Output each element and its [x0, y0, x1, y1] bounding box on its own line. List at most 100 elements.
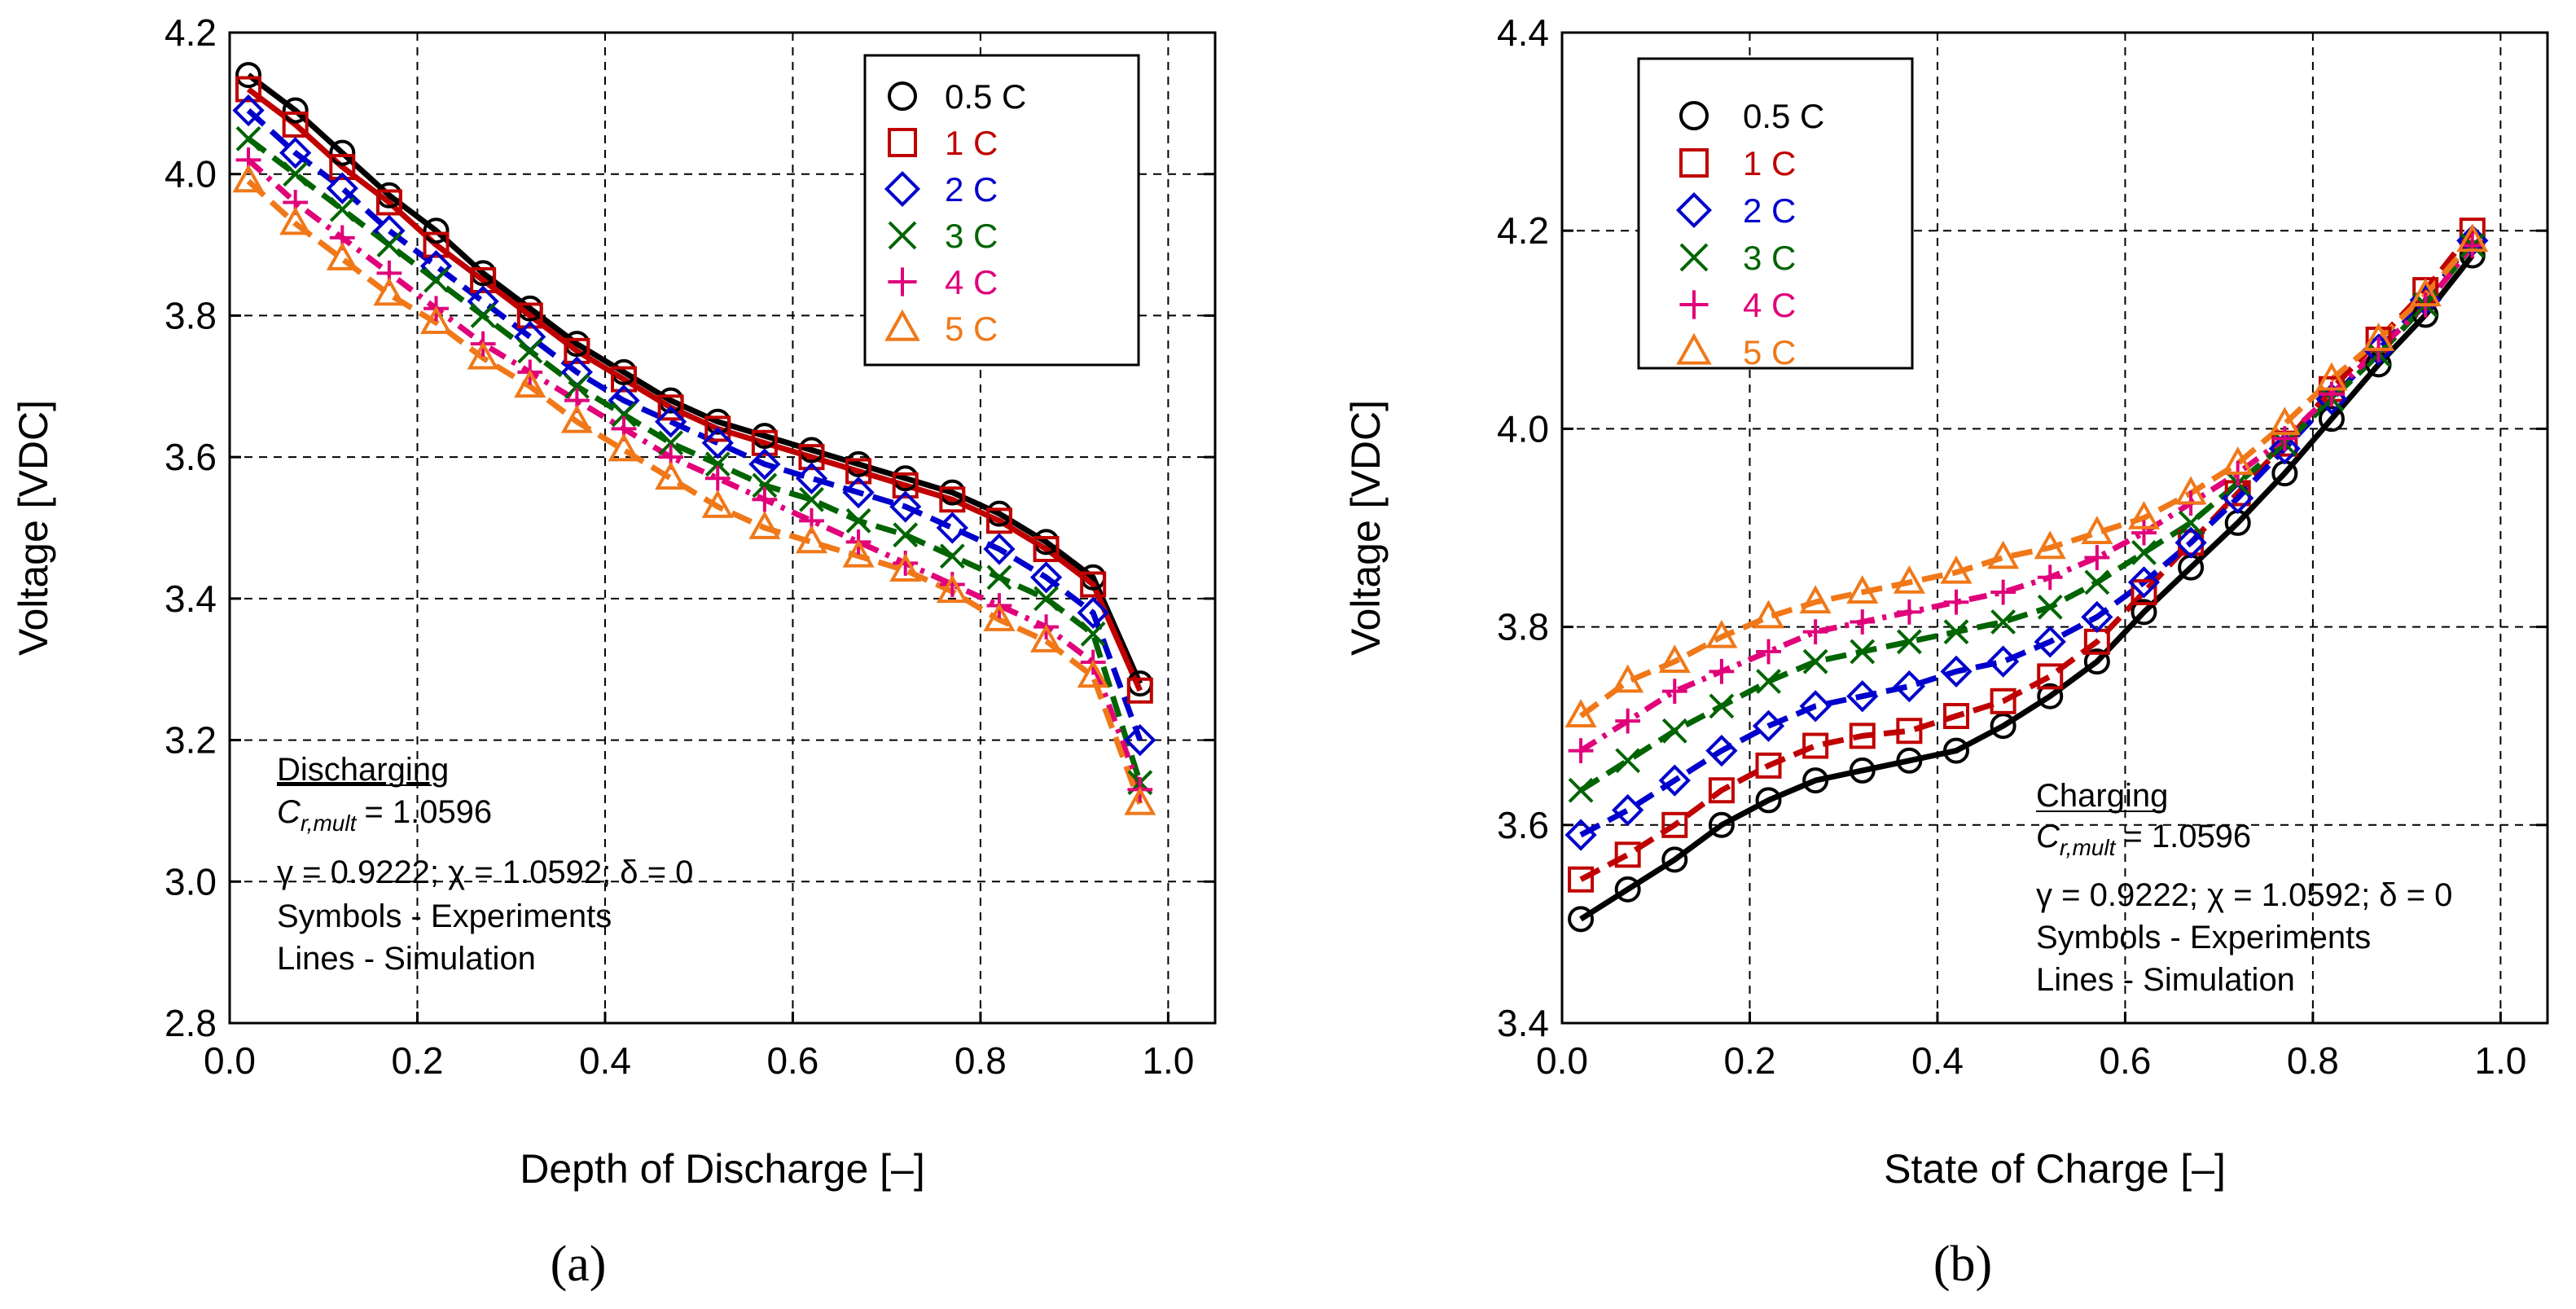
- a-data-point: [748, 511, 781, 539]
- b-data-point: [1658, 644, 1691, 674]
- a-legend-label-0: 0.5 C: [945, 77, 1026, 116]
- b-data-point: [1756, 639, 1781, 665]
- b-data-point: [2037, 663, 2064, 690]
- b-data-point: [2037, 594, 2063, 620]
- b-data-point: [1568, 866, 1595, 893]
- a-x-tick-label: 1.0: [1142, 1039, 1194, 1082]
- a-data-point: [752, 472, 778, 499]
- a-data-point: [1033, 586, 1059, 612]
- a-data-point: [983, 603, 1016, 631]
- b-data-point: [2174, 476, 2207, 505]
- a-data-point: [1029, 561, 1063, 594]
- a-x-tick-label: 0.2: [391, 1039, 443, 1082]
- a-legend-marker-3: [888, 221, 917, 250]
- a-y-tick-label: 3.2: [165, 719, 217, 762]
- b-data-point: [1564, 819, 1597, 851]
- panel-a-plot-frame: [228, 31, 1217, 1025]
- b-data-point: [1893, 670, 1926, 703]
- b-data-point: [1661, 811, 1688, 838]
- a-data-point: [423, 231, 450, 258]
- b-data-point: [2319, 381, 2345, 407]
- b-data-point: [1614, 841, 1641, 868]
- a-data-point: [423, 267, 449, 293]
- panel-b-note-lines: Lines - Simulation: [2036, 962, 2295, 998]
- b-legend-label-2: 2 C: [1743, 191, 1796, 230]
- a-data-point: [1080, 621, 1106, 647]
- b-data-point: [1568, 738, 1594, 763]
- a-data-point: [326, 172, 358, 204]
- a-legend-label-1: 1 C: [945, 124, 998, 162]
- a-data-point: [282, 97, 309, 124]
- a-data-point: [1080, 571, 1107, 598]
- b-legend-marker-0: [1679, 101, 1709, 130]
- b-data-point: [1705, 619, 1738, 648]
- b-data-point: [1709, 658, 1735, 684]
- a-legend-label-4: 4 C: [945, 263, 998, 301]
- panel-b-ticks: [1560, 31, 2547, 1025]
- b-data-point: [2131, 599, 2157, 626]
- b-data-point: [1802, 732, 1829, 759]
- b-data-point: [2178, 510, 2204, 536]
- a-data-point: [892, 472, 919, 499]
- a-data-point: [1124, 723, 1156, 757]
- panel-a-x-tick-labels: 0.0 0.2 0.4 0.6 0.8 1.0: [204, 1039, 1194, 1082]
- panel-a-cr-value: = 1.0596: [364, 794, 492, 830]
- b-y-tick-label: 3.8: [1497, 606, 1549, 648]
- b-legend-label-3: 3 C: [1743, 239, 1796, 277]
- b-data-point: [2460, 233, 2486, 258]
- b-y-tick-label: 3.4: [1497, 1002, 1549, 1044]
- a-data-point: [751, 429, 778, 456]
- b-data-point: [1990, 687, 2016, 714]
- b-data-point: [1753, 600, 1785, 629]
- b-data-point: [1940, 555, 1973, 584]
- b-x-tick-label: 0.8: [2287, 1039, 2339, 1082]
- b-data-point: [2034, 626, 2066, 658]
- a-data-point: [232, 164, 265, 193]
- panel-a-y-axis-label: Voltage [VDC]: [11, 400, 56, 656]
- a-data-point: [845, 458, 872, 485]
- b-data-point: [1990, 609, 2016, 635]
- a-data-point: [986, 564, 1012, 591]
- b-data-point: [1990, 713, 2016, 740]
- b-legend-label-0: 0.5 C: [1743, 97, 1824, 135]
- panel-b-x-tick-labels: 0.0 0.2 0.4 0.6 0.8 1.0: [1536, 1039, 2526, 1082]
- b-data-point: [1752, 709, 1785, 742]
- a-data-point: [279, 137, 312, 169]
- b-data-point: [1568, 777, 1594, 803]
- a-y-tick-label: 3.6: [165, 436, 217, 478]
- b-data-point: [1802, 767, 1829, 794]
- a-data-point: [514, 369, 546, 398]
- a-x-tick-label: 0.8: [954, 1039, 1007, 1082]
- panel-b-annotation-title: Charging: [2036, 778, 2168, 814]
- a-legend-marker-1: [888, 128, 917, 157]
- b-data-point: [1658, 764, 1691, 797]
- b-data-point: [2081, 516, 2113, 544]
- b-data-point: [1799, 585, 1832, 614]
- b-data-point: [1615, 708, 1641, 734]
- a-data-point: [611, 366, 637, 393]
- a-data-point: [516, 302, 543, 329]
- b-data-point: [1615, 748, 1641, 774]
- b-data-point: [1612, 664, 1644, 693]
- b-data-point: [2318, 406, 2345, 433]
- a-data-point: [655, 461, 687, 490]
- a-data-point: [560, 404, 593, 433]
- b-data-point: [1943, 619, 1969, 645]
- a-data-point: [704, 415, 731, 442]
- a-y-tick-label: 3.0: [165, 860, 217, 903]
- panel-b-cr-mult: Cr,mult = 1.0596: [2036, 819, 2251, 860]
- a-data-point: [1124, 786, 1156, 815]
- a-data-point: [467, 340, 499, 370]
- b-data-point: [2037, 564, 2063, 591]
- panel-a-y-tick-labels: 2.8 3.0 3.2 3.4 3.6 3.8 4.0 4.2: [165, 11, 217, 1044]
- a-data-point: [326, 242, 358, 270]
- b-data-point: [1756, 669, 1781, 694]
- panel-a-x-axis-label: Depth of Discharge [–]: [520, 1146, 925, 1192]
- a-data-point: [423, 217, 450, 244]
- a-legend-marker-2: [884, 170, 921, 208]
- a-data-point: [752, 486, 778, 512]
- b-y-tick-label: 4.2: [1497, 209, 1549, 252]
- a-data-point: [282, 111, 309, 138]
- a-y-tick-label: 2.8: [165, 1002, 217, 1044]
- b-legend-label-1: 1 C: [1743, 144, 1796, 182]
